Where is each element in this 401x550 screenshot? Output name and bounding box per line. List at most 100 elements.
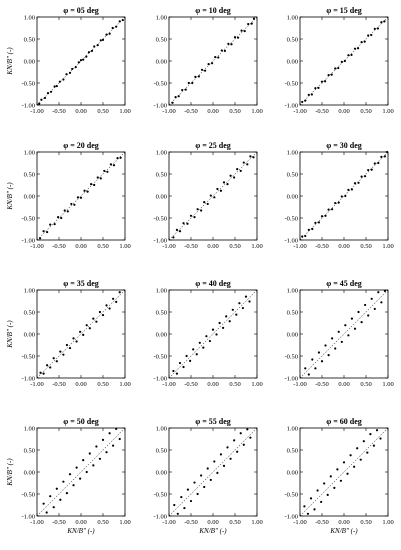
y-tick-label: 1.00 [287, 14, 298, 21]
data-point [373, 162, 376, 165]
data-point [85, 470, 88, 474]
y-tick-label: 0.50 [156, 309, 167, 316]
data-point [317, 86, 320, 89]
y-tick-label: -1.00 [284, 375, 298, 382]
data-point [366, 451, 369, 454]
data-point [326, 493, 329, 496]
reference-line [168, 427, 258, 517]
y-tick-label: -1.00 [284, 513, 298, 520]
data-point [218, 321, 221, 325]
data-point [239, 432, 242, 435]
data-point [55, 84, 58, 88]
data-point [82, 58, 85, 61]
panel-title: φ = 20 deg [63, 141, 99, 150]
data-point [108, 432, 111, 435]
data-point [42, 230, 45, 233]
data-point [383, 289, 387, 292]
data-point [236, 450, 239, 453]
panel-title: φ = 25 deg [195, 141, 231, 150]
y-tick-label: 0.00 [24, 58, 35, 65]
data-point [200, 474, 203, 477]
x-tick-label: 0.00 [338, 108, 349, 115]
data-point [331, 337, 334, 340]
data-point [226, 446, 229, 449]
x-tick-label: 1.00 [382, 519, 393, 526]
data-point [344, 324, 347, 327]
data-point [105, 451, 108, 454]
data-point [62, 353, 65, 356]
data-point [93, 183, 96, 187]
data-point [53, 223, 56, 226]
x-tick-label: -0.50 [315, 243, 329, 250]
data-point [121, 18, 124, 22]
y-tick-label: 0.50 [24, 36, 35, 43]
data-point [376, 27, 379, 30]
data-point [196, 208, 199, 211]
y-tick-label: -0.50 [153, 80, 167, 87]
y-tick-label: -0.50 [21, 80, 35, 87]
data-point [304, 234, 307, 238]
x-tick-label: -1.00 [162, 381, 176, 388]
y-tick-label: 0.00 [24, 331, 35, 338]
panel-title: φ = 10 deg [195, 6, 231, 15]
data-point [343, 59, 346, 63]
y-tick-label: 1.00 [24, 149, 35, 156]
data-point [174, 95, 177, 99]
y-tick-label: 0.50 [287, 171, 298, 178]
y-tick-label: -1.00 [153, 513, 167, 520]
y-tick-label: 1.00 [287, 287, 298, 294]
data-point [243, 29, 246, 33]
data-point [45, 511, 48, 514]
x-tick-label: 0.00 [207, 108, 218, 115]
data-point [189, 499, 193, 503]
data-point [70, 202, 73, 206]
y-tick-label: -0.50 [21, 491, 35, 498]
data-point [198, 341, 201, 344]
y-tick-label: 1.00 [156, 287, 167, 294]
data-point [202, 346, 205, 349]
x-tick-label: 0.00 [338, 243, 349, 250]
data-point [60, 216, 63, 220]
panel-title: φ = 35 deg [63, 279, 99, 288]
data-point [52, 357, 55, 360]
data-point [339, 479, 343, 482]
data-point [250, 22, 253, 25]
y-tick-label: 1.00 [156, 425, 167, 432]
data-point [246, 163, 249, 166]
panel-title: φ = 55 deg [195, 417, 231, 426]
data-point [252, 156, 255, 159]
data-point [337, 66, 340, 70]
data-point [209, 478, 212, 482]
data-point [236, 168, 239, 171]
y-tick-label: 0.00 [287, 469, 298, 476]
panel-title: φ = 45 deg [326, 279, 362, 288]
data-point [66, 210, 69, 213]
data-point [68, 346, 72, 350]
data-point [340, 60, 343, 63]
data-point [200, 68, 204, 71]
x-tick-label: 0.50 [97, 243, 108, 250]
data-point [176, 512, 179, 515]
data-point [239, 169, 242, 173]
panel-title: φ = 60 deg [326, 417, 362, 426]
y-tick-label: 0.50 [287, 447, 298, 454]
x-tick-label: -0.50 [184, 243, 198, 250]
data-point [334, 201, 337, 205]
data-point [360, 321, 363, 324]
data-point [347, 54, 350, 57]
data-point [86, 190, 89, 193]
data-point [111, 26, 114, 30]
data-point [342, 461, 346, 464]
data-point [372, 444, 376, 447]
data-point [193, 216, 196, 219]
x-tick-label: -0.50 [52, 381, 66, 388]
data-point [195, 353, 198, 356]
x-tick-label: 0.00 [75, 381, 86, 388]
data-point [379, 437, 382, 440]
data-point [307, 93, 310, 96]
reference-line [168, 151, 258, 241]
data-point [225, 315, 228, 318]
data-point [360, 40, 363, 44]
data-point [105, 304, 108, 307]
